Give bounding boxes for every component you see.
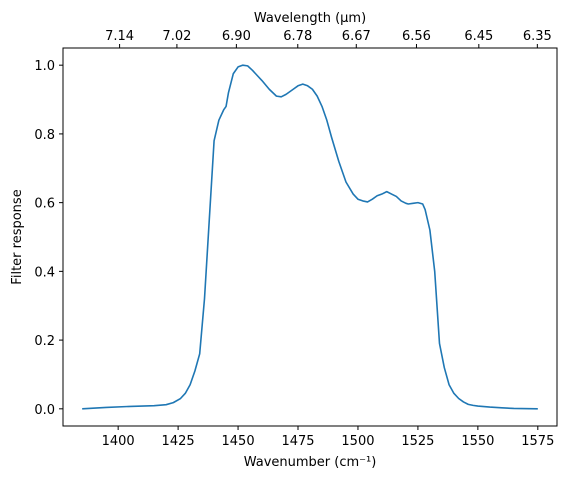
top-x-axis: 7.14 7.02 6.90 6.78 6.67 6.56 6.45 6.35: [105, 29, 552, 48]
y-tick-label: 0.0: [34, 403, 55, 418]
y-axis: 0.0 0.2 0.4 0.6 0.8 1.0: [34, 59, 63, 418]
plot-frame: [62, 47, 558, 427]
x-tick-label: 1450: [222, 434, 255, 449]
x-axis-label: Wavenumber (cm⁻¹): [244, 455, 377, 470]
x-tick-label: 1425: [162, 434, 195, 449]
x-tick-label: 1500: [341, 434, 374, 449]
top-tick-label: 6.56: [402, 29, 431, 44]
top-tick-label: 6.45: [464, 29, 493, 44]
top-tick-label: 6.67: [342, 29, 371, 44]
top-tick-label: 6.90: [222, 29, 251, 44]
top-tick-label: 6.35: [523, 29, 552, 44]
bottom-x-axis: 1400 1425 1450 1475 1500 1525 1550 1575: [102, 426, 554, 449]
x-tick-label: 1400: [102, 434, 135, 449]
x-tick-label: 1525: [401, 434, 434, 449]
y-tick-label: 0.8: [34, 128, 55, 143]
top-tick-label: 7.02: [162, 29, 191, 44]
y-axis-label: Filter response: [10, 189, 25, 284]
y-tick-label: 0.6: [34, 197, 55, 212]
y-tick-label: 0.2: [34, 334, 55, 349]
y-tick-label: 1.0: [34, 59, 55, 74]
x-tick-label: 1575: [521, 434, 554, 449]
top-tick-label: 7.14: [105, 29, 134, 44]
series-layer: [82, 64, 538, 410]
top-tick-label: 6.78: [283, 29, 312, 44]
series-line: [82, 64, 538, 410]
x-tick-label: 1550: [461, 434, 494, 449]
x-tick-label: 1475: [281, 434, 314, 449]
y-tick-label: 0.4: [34, 265, 55, 280]
top-axis-label: Wavelength (μm): [254, 11, 366, 26]
